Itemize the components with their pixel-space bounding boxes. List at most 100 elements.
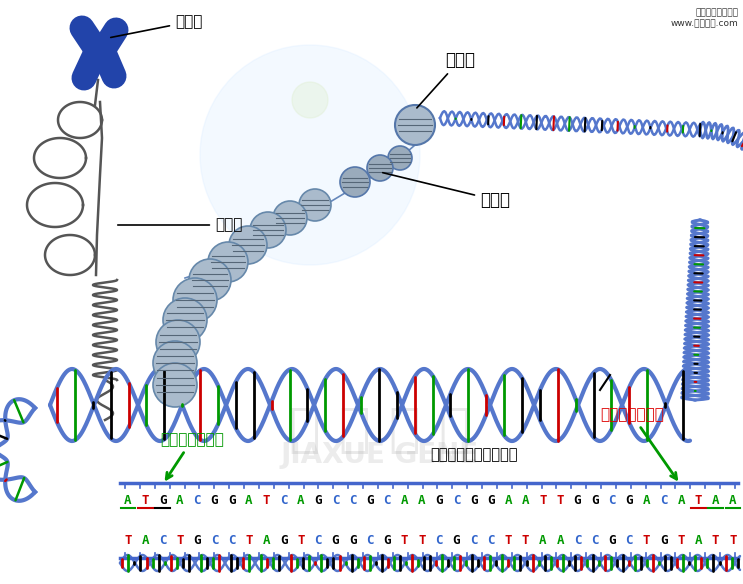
- Text: A: A: [729, 493, 737, 506]
- Text: T: T: [176, 534, 184, 547]
- Text: T: T: [695, 493, 702, 506]
- Text: A: A: [245, 493, 253, 506]
- Text: C: C: [574, 534, 581, 547]
- Text: T: T: [678, 534, 685, 547]
- Circle shape: [208, 242, 248, 282]
- Circle shape: [388, 146, 412, 170]
- Text: G: G: [211, 493, 218, 506]
- Text: A: A: [539, 534, 547, 547]
- Text: G: G: [193, 534, 201, 547]
- Text: A: A: [557, 534, 564, 547]
- Text: T: T: [712, 534, 719, 547]
- Text: A: A: [400, 493, 409, 506]
- Text: A: A: [695, 534, 702, 547]
- Text: 佳 学 基 因: 佳 学 基 因: [289, 404, 471, 456]
- Text: C: C: [470, 534, 478, 547]
- Text: C: C: [591, 534, 598, 547]
- Text: T: T: [522, 534, 529, 547]
- Text: A: A: [297, 493, 305, 506]
- Text: T: T: [729, 534, 737, 547]
- Text: G: G: [660, 534, 668, 547]
- Circle shape: [153, 341, 197, 385]
- Text: G: G: [487, 493, 495, 506]
- Text: G: G: [228, 493, 236, 506]
- Circle shape: [189, 259, 231, 301]
- Text: A: A: [176, 493, 184, 506]
- Text: A: A: [712, 493, 719, 506]
- Circle shape: [367, 155, 393, 181]
- Text: T: T: [557, 493, 564, 506]
- Text: 核小体: 核小体: [383, 173, 510, 209]
- Text: C: C: [193, 493, 201, 506]
- Circle shape: [153, 363, 197, 407]
- Text: T: T: [141, 493, 149, 506]
- Text: 染色体: 染色体: [111, 15, 202, 37]
- Circle shape: [340, 167, 370, 197]
- Circle shape: [173, 278, 217, 322]
- Text: T: T: [504, 534, 512, 547]
- Text: 开始合成蛋白质: 开始合成蛋白质: [160, 433, 224, 479]
- Text: C: C: [280, 493, 288, 506]
- Text: A: A: [643, 493, 650, 506]
- Text: C: C: [211, 534, 218, 547]
- Circle shape: [229, 226, 267, 264]
- Text: G: G: [314, 493, 322, 506]
- Text: 蛋白质合成结束: 蛋白质合成结束: [600, 408, 677, 479]
- Text: T: T: [124, 534, 132, 547]
- Text: 染色质: 染色质: [118, 217, 242, 232]
- Text: G: G: [331, 534, 339, 547]
- Text: 佳学基因解码图例: 佳学基因解码图例: [695, 8, 738, 17]
- Text: A: A: [522, 493, 529, 506]
- Text: C: C: [660, 493, 668, 506]
- Text: A: A: [141, 534, 149, 547]
- Text: T: T: [297, 534, 305, 547]
- Text: C: C: [626, 534, 633, 547]
- Text: C: C: [435, 534, 443, 547]
- Text: A: A: [678, 493, 685, 506]
- Circle shape: [163, 298, 207, 342]
- Text: T: T: [262, 493, 270, 506]
- Text: C: C: [609, 493, 616, 506]
- Circle shape: [395, 105, 435, 145]
- Text: G: G: [349, 534, 357, 547]
- Text: www.基因解码.com: www.基因解码.com: [670, 19, 738, 28]
- Circle shape: [200, 45, 420, 265]
- Text: G: G: [574, 493, 581, 506]
- Text: T: T: [418, 534, 426, 547]
- Text: G: G: [470, 493, 478, 506]
- Circle shape: [250, 212, 286, 248]
- Text: T: T: [245, 534, 253, 547]
- Text: C: C: [331, 493, 339, 506]
- Text: G: G: [383, 534, 391, 547]
- Text: C: C: [452, 493, 460, 506]
- Text: 组蛋白: 组蛋白: [417, 51, 475, 108]
- Text: G: G: [591, 493, 598, 506]
- Text: T: T: [400, 534, 409, 547]
- Text: G: G: [366, 493, 374, 506]
- Text: G: G: [609, 534, 616, 547]
- Text: T: T: [643, 534, 650, 547]
- Text: G: G: [452, 534, 460, 547]
- Text: C: C: [383, 493, 391, 506]
- Text: C: C: [487, 534, 495, 547]
- Text: C: C: [349, 493, 357, 506]
- Text: A: A: [124, 493, 132, 506]
- Text: G: G: [435, 493, 443, 506]
- Circle shape: [299, 189, 331, 221]
- Text: 互补配对的碱基因序列: 互补配对的碱基因序列: [430, 447, 518, 463]
- Circle shape: [273, 201, 307, 235]
- Text: C: C: [366, 534, 374, 547]
- Text: G: G: [626, 493, 633, 506]
- Text: T: T: [539, 493, 547, 506]
- Text: A: A: [418, 493, 426, 506]
- Text: A: A: [504, 493, 512, 506]
- Text: JIAXUE GENE: JIAXUE GENE: [281, 441, 479, 469]
- Text: G: G: [159, 493, 166, 506]
- Text: C: C: [228, 534, 236, 547]
- Text: A: A: [262, 534, 270, 547]
- Text: G: G: [280, 534, 288, 547]
- Text: C: C: [314, 534, 322, 547]
- Text: C: C: [159, 534, 166, 547]
- Circle shape: [292, 82, 328, 118]
- Circle shape: [156, 320, 200, 364]
